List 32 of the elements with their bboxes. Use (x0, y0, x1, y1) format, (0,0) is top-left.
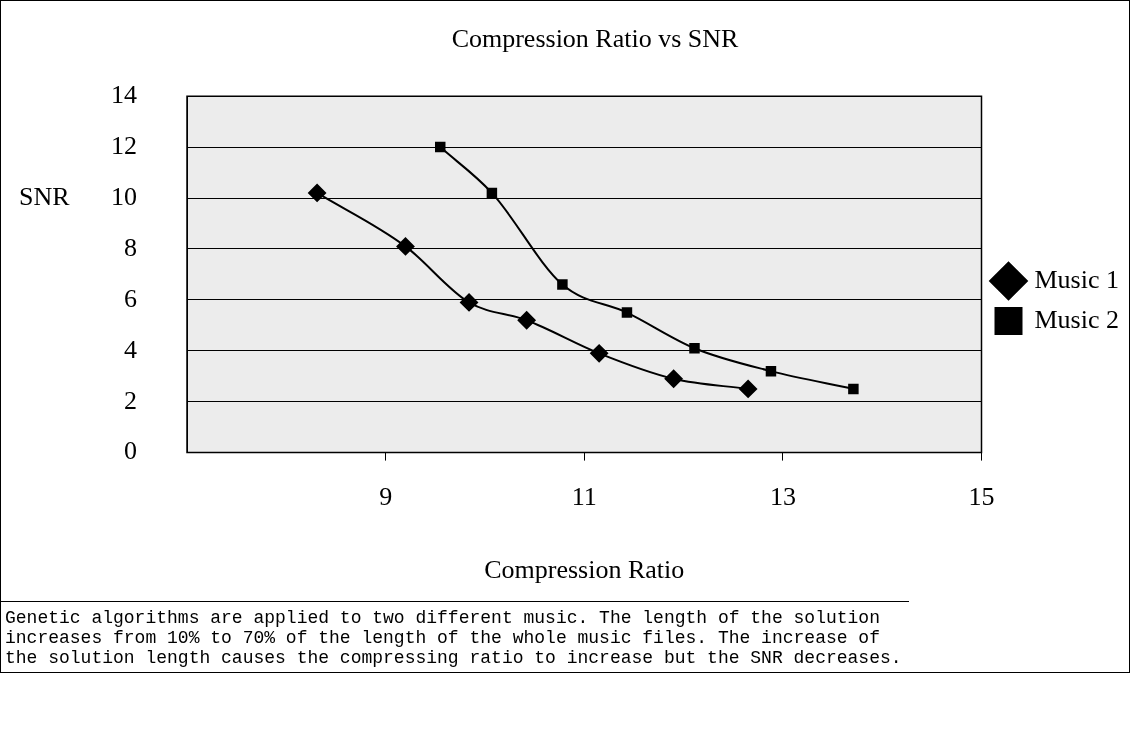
x-axis-title: Compression Ratio (484, 555, 685, 585)
legend-label: Music 1 (1034, 264, 1119, 294)
y-tick-label: 8 (124, 232, 137, 262)
y-axis-title: SNR (19, 181, 71, 211)
point (848, 383, 859, 395)
y-tick-label: 6 (124, 283, 137, 313)
point (765, 365, 777, 377)
point (739, 379, 758, 398)
x-tick-label: 11 (571, 482, 597, 512)
point (435, 141, 446, 153)
y-tick-label: 2 (124, 385, 137, 415)
y-tick-label: 12 (111, 130, 137, 160)
y-tick-label: 14 (111, 80, 137, 110)
point (460, 293, 479, 312)
point (621, 307, 633, 318)
point (689, 342, 700, 354)
point (664, 369, 683, 388)
point (517, 311, 536, 330)
text: Genetic algorithms are applied to two different music. The length of the solution increases from 10% to 70% of the length of the whole music files. The increase of the solution length causes the compressing ratio to increase but the SNR decreases. (1, 601, 909, 672)
chart-title: Compression Ratio vs SNR (451, 24, 740, 54)
y-tick-label: 4 (124, 334, 137, 364)
x-tick-label: 15 (968, 482, 995, 512)
point (557, 279, 568, 290)
point (486, 187, 498, 199)
legend-label: Music 2 (1034, 304, 1119, 334)
point (590, 344, 609, 363)
x-tick-label: 13 (769, 482, 796, 512)
y-tick-label: 10 (111, 181, 137, 211)
point (396, 237, 415, 256)
y-tick-label: 0 (124, 436, 137, 466)
x-tick-label: 9 (379, 482, 393, 512)
point (308, 183, 327, 202)
